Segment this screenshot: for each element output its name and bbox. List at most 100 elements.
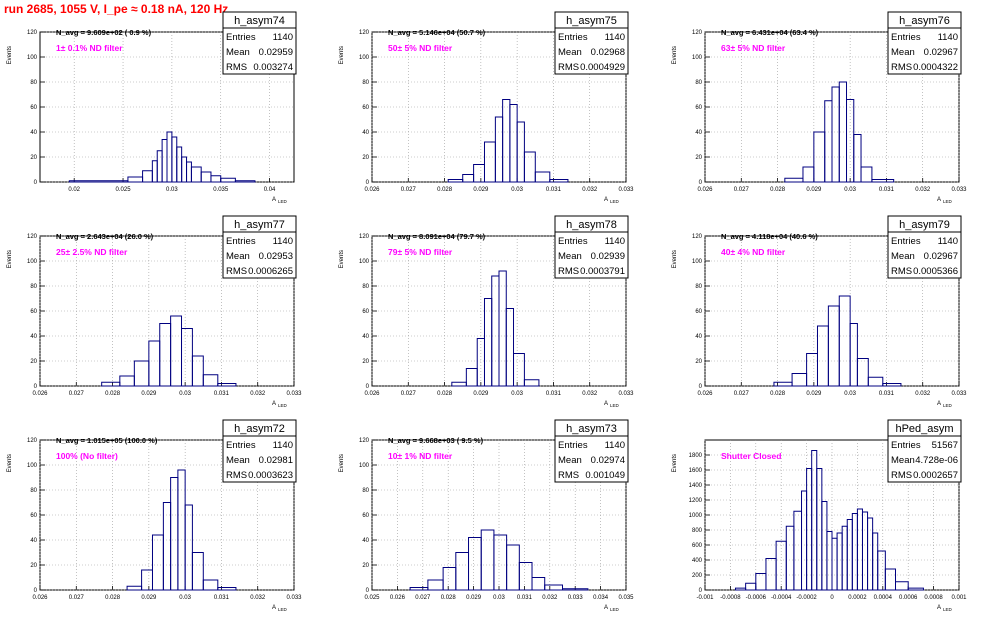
x-tick-label: 0.033: [568, 595, 584, 601]
x-axis-label-subscript: LED: [610, 607, 620, 612]
y-tick-label: 120: [692, 234, 703, 240]
histogram-panel-h_asym72: 0.026 0.027 0.028 0.029 0.03 0.031 0.032 0.033 0…: [7, 419, 302, 612]
y-tick-label: 40: [695, 334, 702, 340]
histogram-bin: [549, 179, 569, 183]
x-tick-label: 0.027: [415, 595, 431, 601]
x-tick-label: 0.026: [32, 391, 48, 397]
x-tick-label: 0.027: [401, 187, 417, 193]
stats-box-title: h_asym79: [899, 219, 950, 231]
stats-mean-value: 0.02967: [924, 47, 958, 58]
y-tick-label: 0: [699, 180, 703, 186]
y-tick-label: 40: [362, 130, 369, 136]
stats-box: [222, 419, 297, 483]
x-axis-label-subscript: LED: [278, 403, 288, 408]
histogram-bin: [562, 588, 589, 591]
navg-label: N_avg = 5.146e+04 (50.7 %): [388, 28, 486, 37]
y-tick-label: 0: [34, 384, 38, 390]
y-tick-label: 100: [359, 259, 370, 265]
stats-mean-label: Mean: [891, 47, 915, 58]
stats-entries-value: 1140: [938, 32, 958, 43]
x-tick-label: 0.032: [542, 595, 558, 601]
y-tick-label: 120: [359, 30, 370, 36]
x-tick-label: 0.033: [951, 187, 967, 193]
x-tick-label: 0.031: [214, 595, 230, 601]
x-tick-label: 0.032: [915, 187, 931, 193]
stats-mean-label: Mean: [226, 455, 250, 466]
x-tick-label: 0.026: [364, 187, 380, 193]
y-tick-label: 80: [30, 284, 37, 290]
x-tick-label: 0.029: [141, 595, 157, 601]
stats-rms-label: RMS: [891, 266, 912, 277]
x-tick-label: 0.031: [517, 595, 533, 601]
y-tick-label: 20: [30, 155, 37, 161]
y-tick-label: 20: [695, 359, 702, 365]
y-tick-label: 20: [362, 359, 369, 365]
y-tick-label: 0: [366, 384, 370, 390]
stats-mean-value: 0.02968: [591, 47, 625, 58]
stats-entries-value: 51567: [932, 440, 958, 451]
histogram-bin: [217, 383, 237, 387]
y-axis-label: Events: [672, 454, 678, 472]
navg-label: N_avg = 8.091e+04 (79.7 %): [388, 232, 486, 241]
histogram-bin: [907, 587, 924, 591]
y-tick-label: 60: [30, 513, 37, 519]
stats-mean-label: Mean: [891, 455, 915, 466]
x-tick-label: 0.0002: [848, 595, 867, 601]
x-tick-label: 0.02: [68, 187, 80, 193]
x-axis-label: A: [272, 401, 276, 407]
x-axis-label: A: [604, 401, 608, 407]
stats-mean-value: 0.02974: [591, 455, 625, 466]
stats-rms-label: RMS: [226, 62, 247, 73]
stats-box: [554, 419, 629, 483]
x-tick-label: 0.03: [166, 187, 178, 193]
stats-rms-value: 0.001049: [585, 470, 625, 481]
stats-box-title: h_asym72: [234, 423, 285, 435]
stats-rms-value: 0.0004929: [580, 62, 625, 73]
stats-entries-value: 1140: [605, 440, 625, 451]
x-tick-label: 0.027: [734, 187, 750, 193]
x-tick-label: 0.03: [179, 391, 191, 397]
stats-box-title: h_asym77: [234, 219, 285, 231]
y-tick-label: 1600: [689, 468, 703, 474]
stats-entries-value: 1140: [273, 32, 293, 43]
stats-mean-value: 0.02959: [259, 47, 293, 58]
histogram-panel-h_asym76: 0.026 0.027 0.028 0.029 0.03 0.031 0.032 0.033 0…: [672, 11, 967, 204]
x-axis-label-subscript: LED: [278, 199, 288, 204]
stats-rms-label: RMS: [226, 266, 247, 277]
y-tick-label: 40: [30, 130, 37, 136]
stats-box-title: h_asym74: [234, 15, 285, 27]
stats-rms-label: RMS: [226, 470, 247, 481]
histogram-bin: [534, 171, 551, 183]
stats-box-title: hPed_asym: [895, 423, 953, 435]
x-tick-label: 0.029: [473, 187, 489, 193]
x-axis-label-subscript: LED: [943, 607, 953, 612]
histogram-bin: [505, 308, 515, 387]
filter-label: 1± 0.1% ND filter: [56, 43, 123, 53]
stats-rms-label: RMS: [891, 470, 912, 481]
x-tick-label: 0.026: [697, 391, 713, 397]
histogram-bin: [882, 383, 902, 387]
stats-rms-label: RMS: [558, 62, 579, 73]
x-tick-label: 0.032: [582, 391, 598, 397]
filter-label: 10± 1% ND filter: [388, 451, 453, 461]
histogram-panel-h_asym73: 0.025 0.026 0.027 0.028 0.029 0.03 0.031 0.032 0…: [339, 419, 634, 612]
histogram-panel-h_asym77: 0.026 0.027 0.028 0.029 0.03 0.031 0.032 0.033 0…: [7, 215, 302, 408]
stats-box-title: h_asym76: [899, 15, 950, 27]
stats-entries-value: 1140: [273, 236, 293, 247]
stats-box: [554, 215, 629, 279]
filter-label: 25± 2.5% ND filter: [56, 247, 128, 257]
y-tick-label: 20: [362, 563, 369, 569]
stats-rms-label: RMS: [558, 266, 579, 277]
filter-label: 100% (No filter): [56, 451, 118, 461]
x-tick-label: 0.027: [401, 391, 417, 397]
x-tick-label: 0.029: [806, 187, 822, 193]
x-axis-label: A: [937, 401, 941, 407]
x-tick-label: 0.035: [618, 595, 634, 601]
filter-label: 79± 5% ND filter: [388, 247, 453, 257]
x-tick-label: 0.035: [213, 187, 229, 193]
x-tick-label: 0.032: [582, 187, 598, 193]
histogram-bin: [853, 134, 862, 183]
stats-box: [222, 215, 297, 279]
stats-mean-value: 0.02981: [259, 455, 293, 466]
